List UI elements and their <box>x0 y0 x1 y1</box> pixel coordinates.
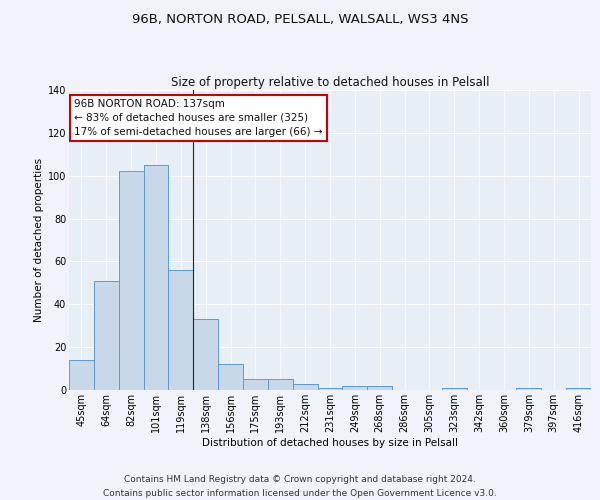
Bar <box>218 364 243 390</box>
Bar <box>169 270 193 390</box>
Bar <box>317 388 343 390</box>
Bar <box>69 360 94 390</box>
Bar <box>94 280 119 390</box>
Bar <box>243 380 268 390</box>
Bar <box>293 384 317 390</box>
Bar <box>442 388 467 390</box>
X-axis label: Distribution of detached houses by size in Pelsall: Distribution of detached houses by size … <box>202 438 458 448</box>
Bar <box>268 380 293 390</box>
Bar <box>517 388 541 390</box>
Text: 96B NORTON ROAD: 137sqm
← 83% of detached houses are smaller (325)
17% of semi-d: 96B NORTON ROAD: 137sqm ← 83% of detache… <box>74 99 323 137</box>
Bar <box>343 386 367 390</box>
Bar <box>119 172 143 390</box>
Title: Size of property relative to detached houses in Pelsall: Size of property relative to detached ho… <box>171 76 489 89</box>
Bar <box>367 386 392 390</box>
Bar <box>193 320 218 390</box>
Bar <box>566 388 591 390</box>
Text: Contains HM Land Registry data © Crown copyright and database right 2024.
Contai: Contains HM Land Registry data © Crown c… <box>103 476 497 498</box>
Text: 96B, NORTON ROAD, PELSALL, WALSALL, WS3 4NS: 96B, NORTON ROAD, PELSALL, WALSALL, WS3 … <box>132 12 468 26</box>
Bar <box>143 165 169 390</box>
Y-axis label: Number of detached properties: Number of detached properties <box>34 158 44 322</box>
